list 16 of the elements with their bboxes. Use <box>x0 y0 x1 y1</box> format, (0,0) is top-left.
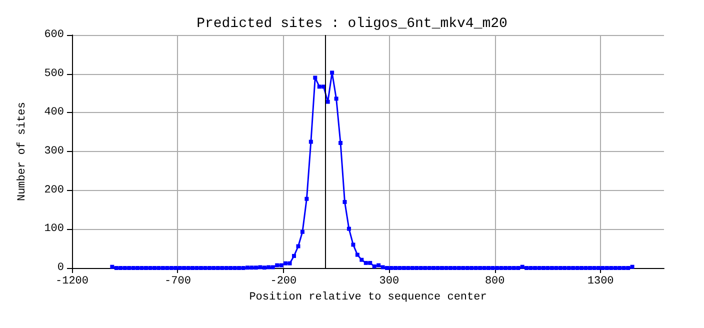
x-tick-label: -700 <box>164 276 191 288</box>
y-tick-label: 500 <box>44 68 64 80</box>
y-tick-label: 100 <box>44 223 64 236</box>
y-tick-label: 0 <box>57 262 64 274</box>
x-tick-label: 300 <box>379 276 400 288</box>
y-tick-label: 600 <box>44 29 64 41</box>
x-tick-label: 1300 <box>587 276 614 288</box>
x-tick-label: -1200 <box>55 276 89 288</box>
y-tick-label: 400 <box>44 106 64 119</box>
y-tick-label: 200 <box>44 184 64 196</box>
x-tick-label: -200 <box>270 276 297 288</box>
y-tick-label: 300 <box>44 146 64 158</box>
x-tick-label: 800 <box>484 276 505 288</box>
y-axis-title: Number of sites <box>16 102 28 202</box>
x-axis-title: Position relative to sequence center <box>249 291 487 304</box>
chart-title: Predicted sites : oligos_6nt_mkv4_m20 <box>196 16 508 32</box>
